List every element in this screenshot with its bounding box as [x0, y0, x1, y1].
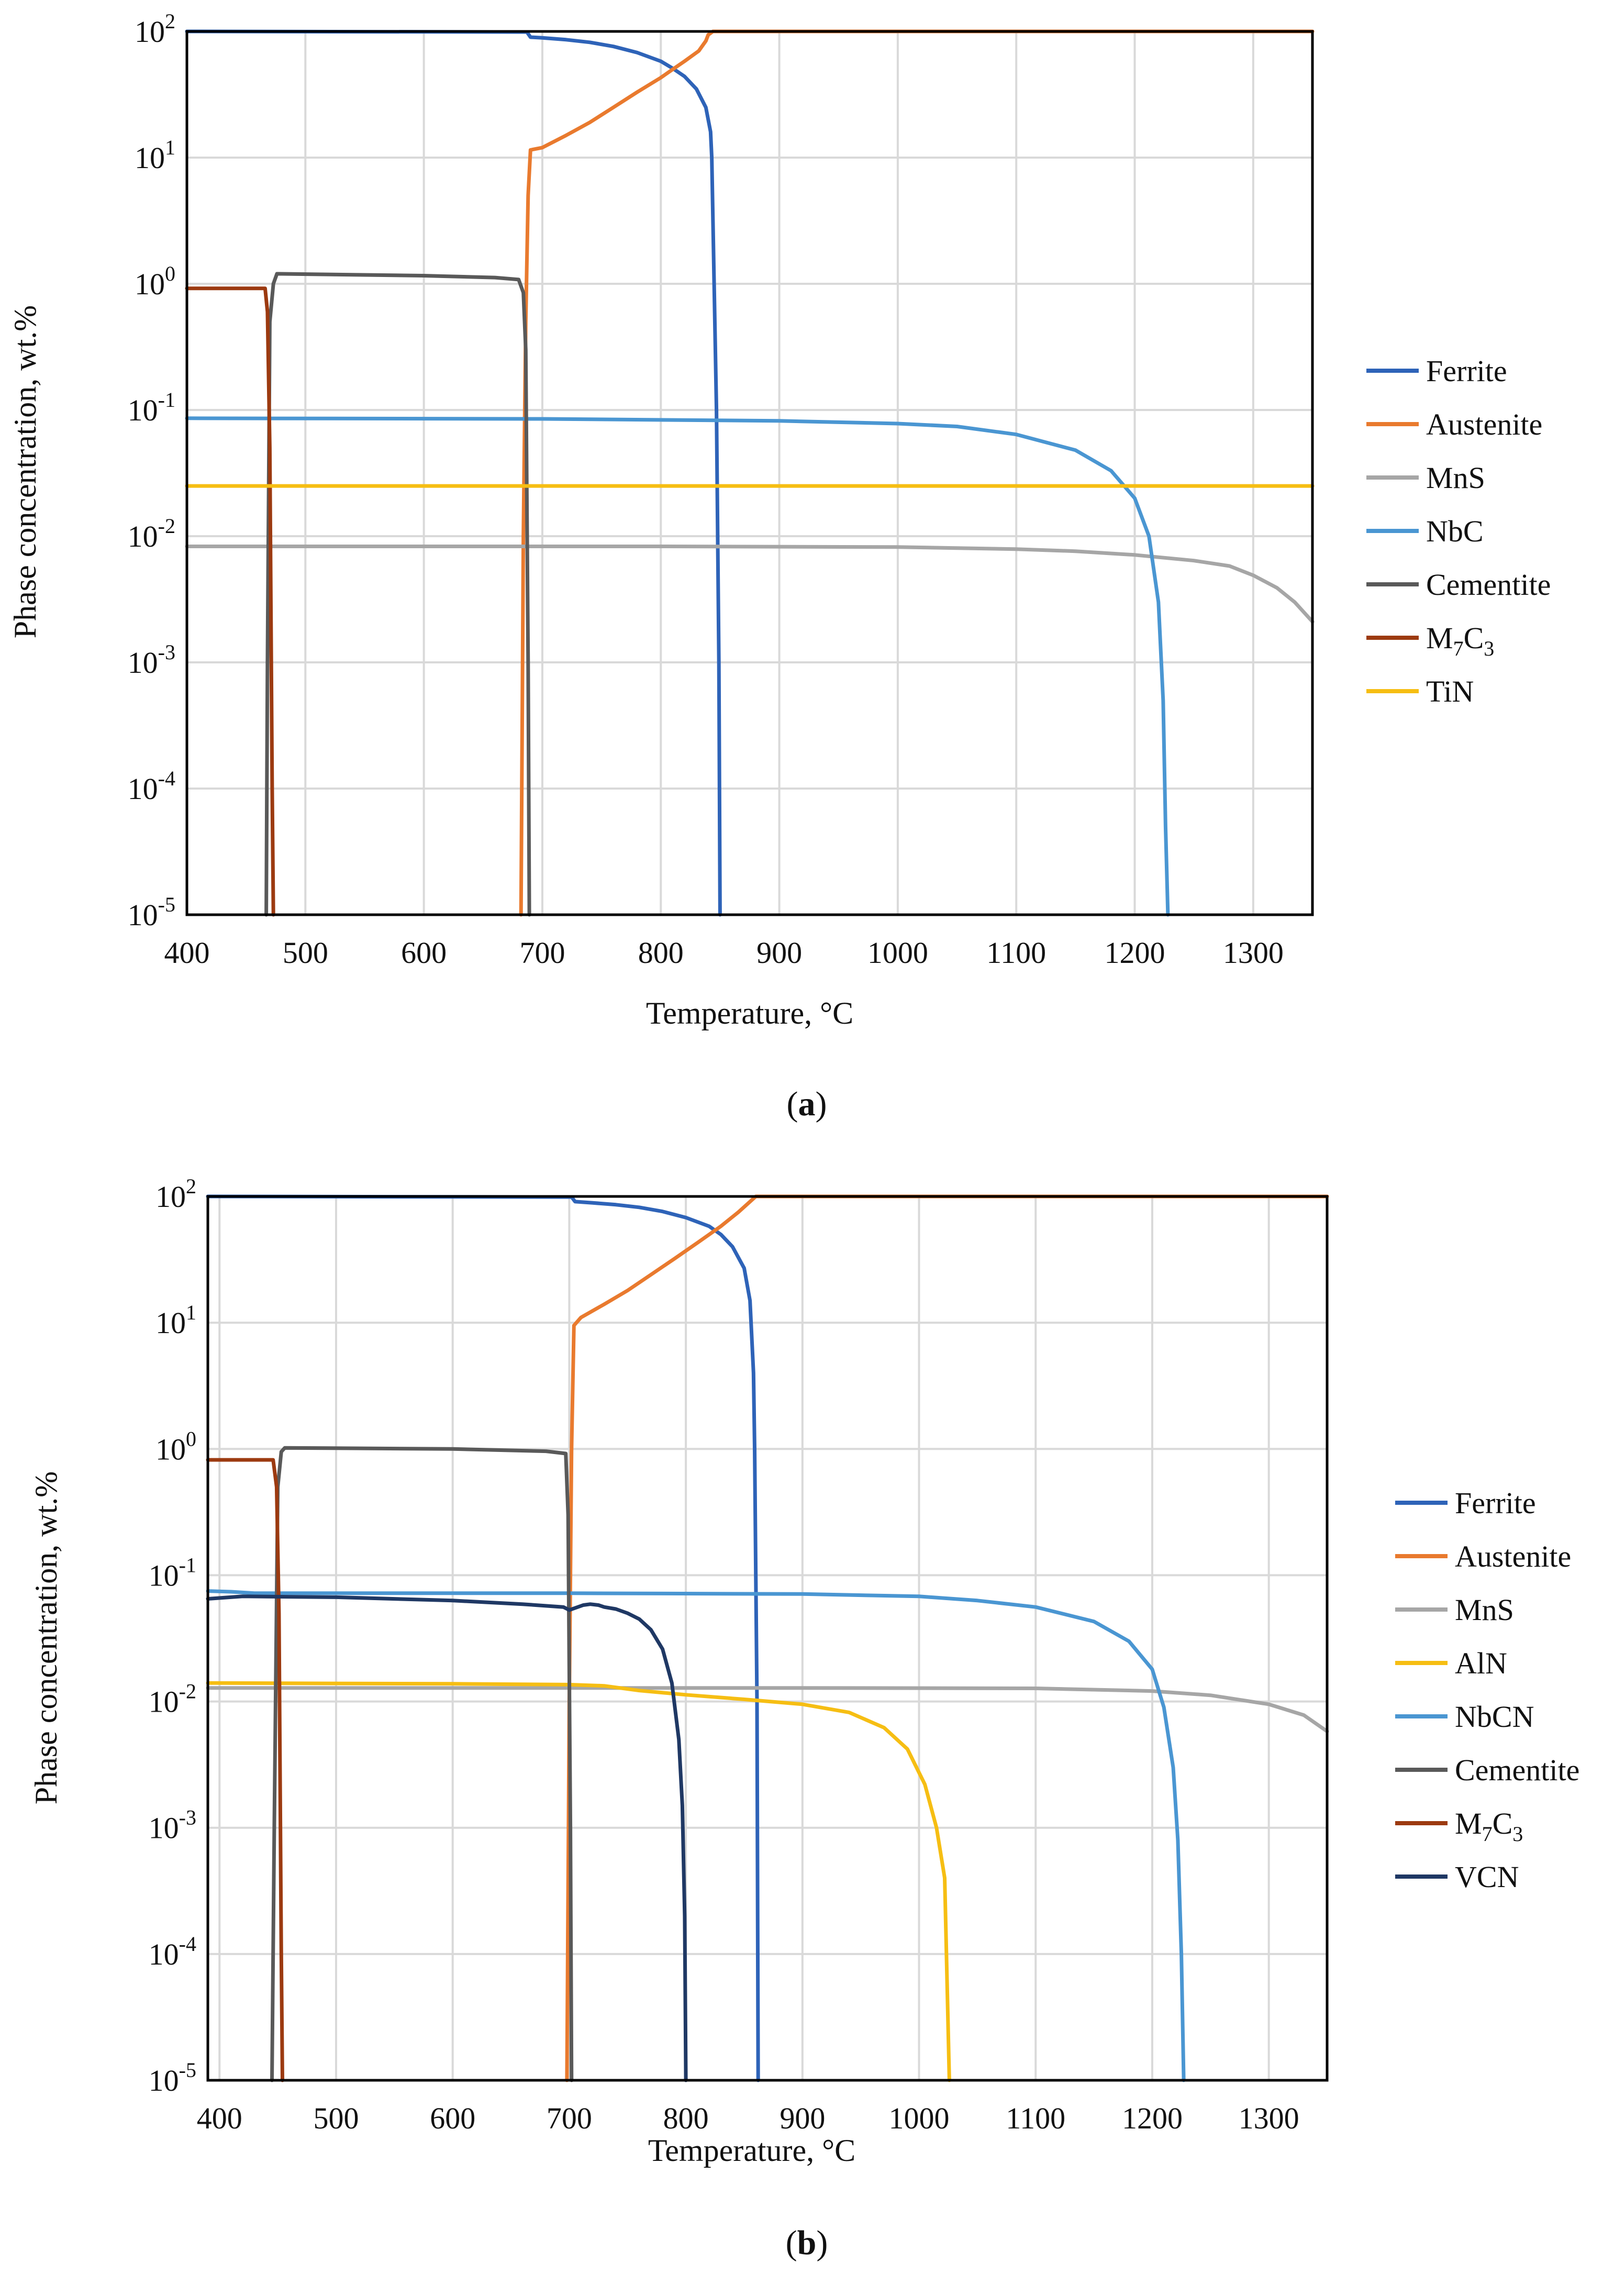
legend-label: Austenite — [1455, 1539, 1571, 1573]
y-tick-label: 100 — [155, 1427, 196, 1466]
x-tick-label: 1300 — [1239, 2101, 1299, 2135]
legend-label: M7C3 — [1455, 1806, 1523, 1846]
y-tick-label: 101 — [155, 1301, 196, 1340]
x-tick-label: 1100 — [1006, 2101, 1065, 2135]
x-tick-label: 700 — [547, 2101, 592, 2135]
y-tick-label: 102 — [155, 1174, 196, 1214]
y-tick-label: 10-4 — [149, 1932, 196, 1971]
series-line-cementite — [270, 1446, 574, 2082]
series-line-nbcn — [206, 1589, 1186, 2082]
legend-label: Ferrite — [1426, 354, 1507, 388]
legend-label: M7C3 — [1426, 621, 1494, 660]
legend-label: TiN — [1426, 674, 1474, 708]
legend: Ferrite Austenite MnS AlN NbCN Cementite M7C3 V… — [1395, 1486, 1579, 1894]
panel-caption: (b) — [786, 2224, 828, 2262]
legend-label: Cementite — [1455, 1753, 1579, 1787]
panel-caption: (a) — [787, 1085, 827, 1123]
series-line-ferrite — [206, 1194, 760, 2082]
plot-frame — [185, 30, 1314, 916]
series-line-m7c3 — [206, 1458, 284, 2082]
legend-label: AlN — [1455, 1646, 1507, 1680]
x-tick-label: 800 — [638, 936, 684, 970]
x-tick-label: 1200 — [1105, 936, 1165, 970]
y-tick-label: 100 — [135, 262, 175, 301]
y-tick-label: 10-5 — [128, 893, 175, 932]
legend-label: Ferrite — [1455, 1486, 1536, 1520]
legend-label: NbCN — [1455, 1700, 1534, 1734]
y-axis-title: Phase concentration, wt.% — [8, 305, 42, 638]
x-tick-label: 900 — [780, 2101, 825, 2135]
series-line-vcn — [206, 1594, 688, 2082]
x-tick-label: 400 — [197, 2101, 242, 2135]
y-tick-label: 10-2 — [149, 1680, 196, 1719]
legend-label: NbC — [1426, 514, 1484, 548]
x-tick-label: 1000 — [889, 2101, 950, 2135]
legend-label: VCN — [1455, 1860, 1519, 1894]
panel-b-chart: 400 500 600 700 800 900 1000 1100 1200 1300 102 101… — [29, 1174, 1579, 2262]
y-tick-label: 102 — [135, 9, 175, 49]
legend: Ferrite Austenite MnS NbC Cementite M7C3 TiN — [1366, 354, 1551, 708]
plot-frame — [206, 1195, 1329, 2082]
x-tick-label: 500 — [313, 2101, 359, 2135]
series-line-mns — [206, 1686, 1329, 1734]
series-line-m7c3 — [185, 286, 275, 917]
series-line-mns — [185, 545, 1315, 624]
x-tick-label: 700 — [519, 936, 565, 970]
x-tick-label: 1300 — [1223, 936, 1284, 970]
y-tick-label: 10-5 — [149, 2058, 196, 2098]
y-tick-label: 10-1 — [149, 1553, 196, 1592]
y-tick-label: 101 — [135, 136, 175, 175]
series-line-austenite — [565, 1194, 1329, 2082]
legend-label: MnS — [1426, 461, 1485, 495]
x-tick-label: 400 — [164, 936, 210, 970]
x-tick-label: 600 — [430, 2101, 475, 2135]
series-line-nbc — [185, 416, 1170, 917]
x-tick-label: 900 — [756, 936, 802, 970]
x-axis-title: Temperature, °C — [648, 2133, 855, 2168]
y-axis-title: Phase concentration, wt.% — [29, 1471, 63, 1804]
x-tick-label: 600 — [401, 936, 447, 970]
legend-label: Austenite — [1426, 407, 1542, 441]
x-tick-label: 500 — [283, 936, 328, 970]
series-line-austenite — [519, 29, 1315, 917]
legend-label: Cementite — [1426, 568, 1551, 602]
panel-a-chart: 400 500 600 700 800 900 1000 1100 1200 1300 102 101… — [8, 9, 1551, 1123]
series-line-ferrite — [185, 29, 722, 917]
y-tick-label: 10-3 — [149, 1806, 196, 1845]
y-tick-label: 10-1 — [128, 388, 175, 427]
y-tick-label: 10-4 — [128, 767, 175, 806]
legend-label: MnS — [1455, 1593, 1514, 1627]
x-axis-title: Temperature, °C — [646, 996, 853, 1030]
x-tick-label: 1200 — [1122, 2101, 1183, 2135]
series-line-aln — [206, 1681, 951, 2082]
x-tick-label: 1000 — [867, 936, 928, 970]
x-tick-label: 1100 — [986, 936, 1046, 970]
x-tick-label: 800 — [663, 2101, 709, 2135]
y-tick-label: 10-2 — [128, 514, 175, 553]
y-tick-label: 10-3 — [128, 640, 175, 680]
